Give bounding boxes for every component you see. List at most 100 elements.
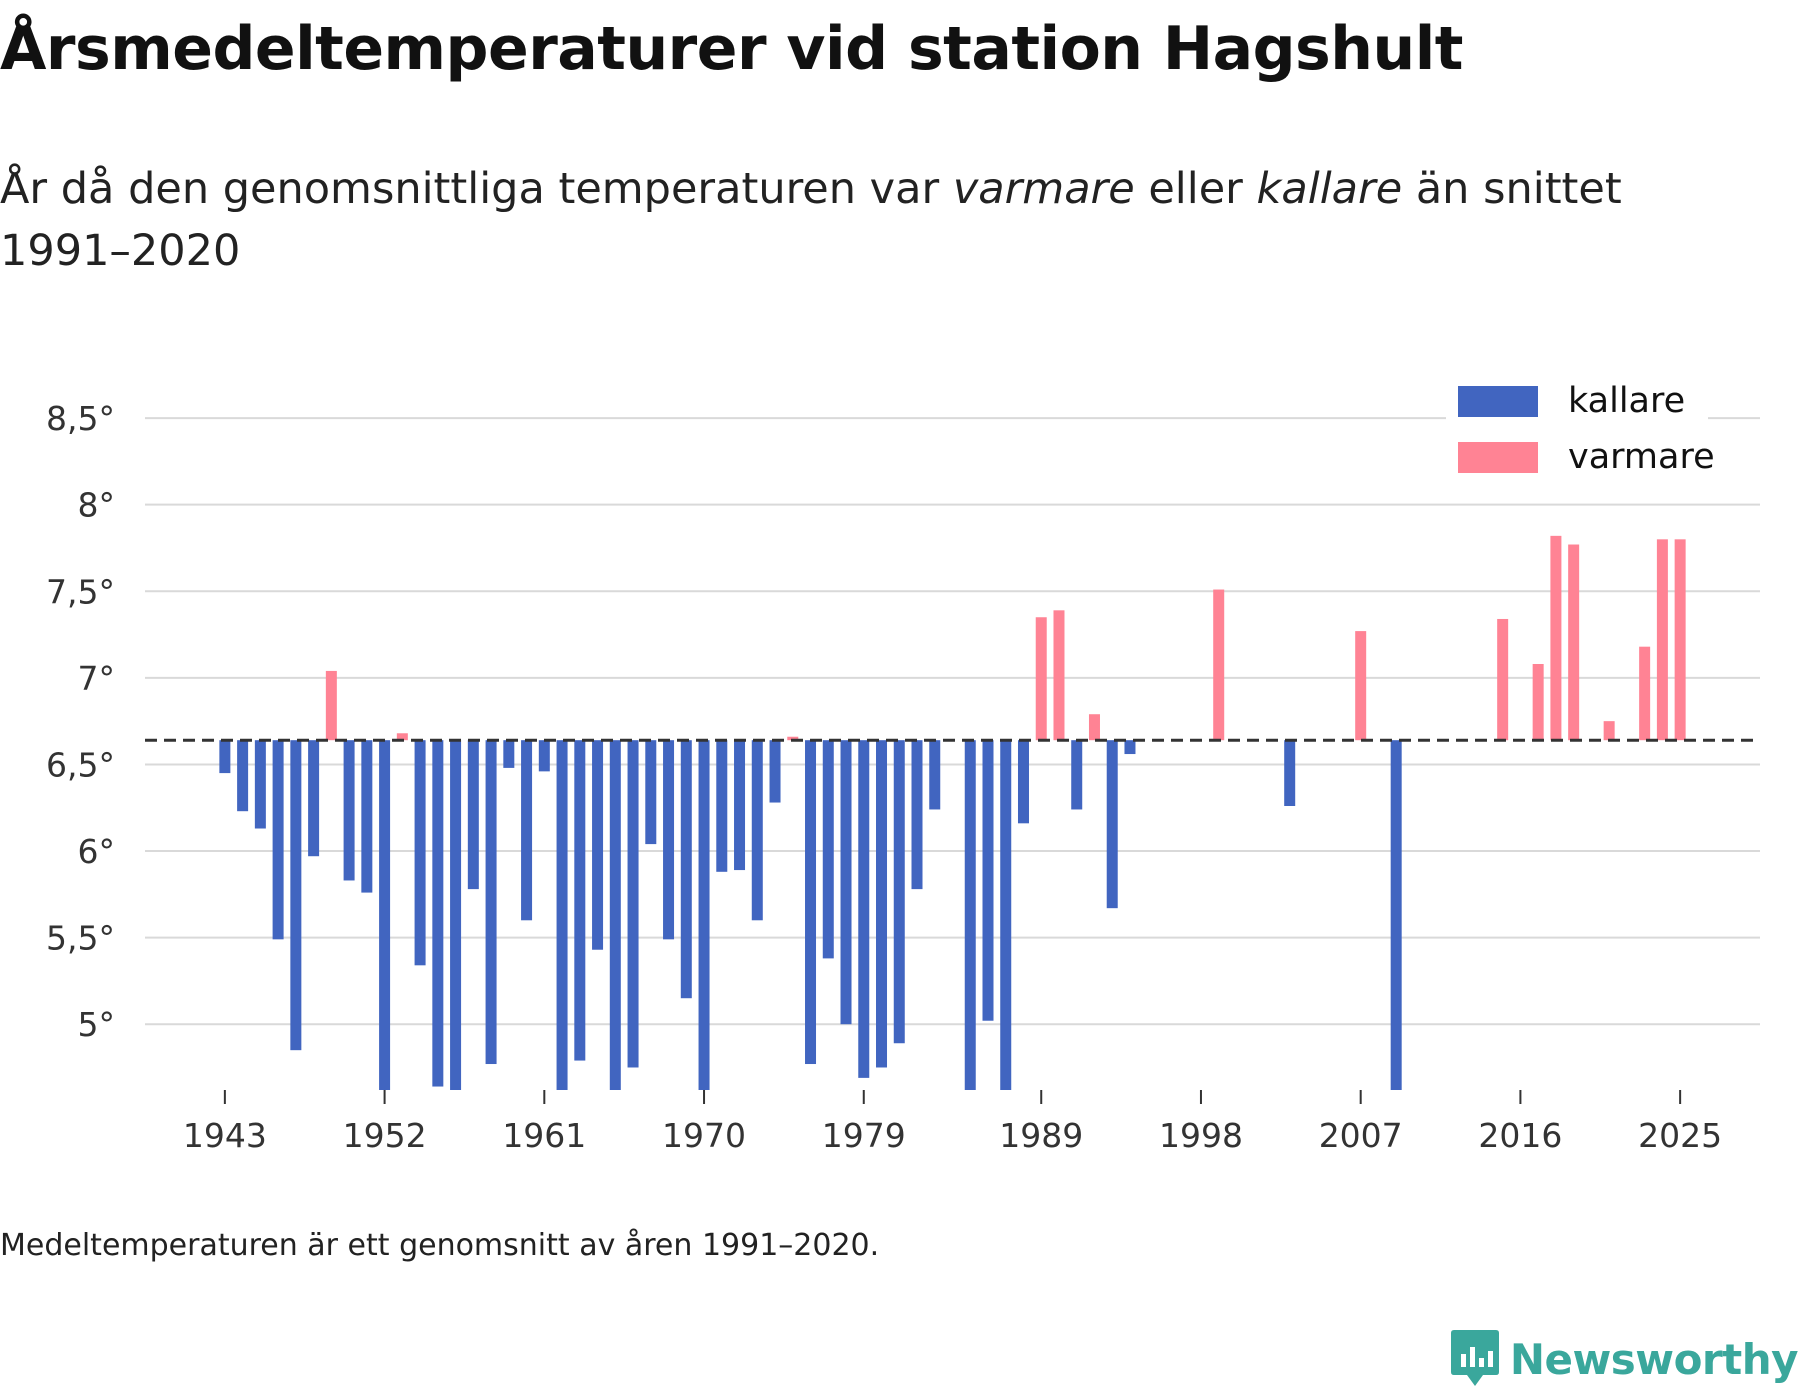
bar-1967 — [645, 740, 657, 845]
bar-1969 — [680, 740, 692, 999]
bar-1985 — [964, 740, 976, 1090]
bar-1960 — [521, 740, 533, 921]
legend-label-kallare: kallare — [1568, 381, 1685, 421]
bar-1959 — [503, 740, 515, 768]
bar-1963 — [574, 740, 586, 1061]
bar-1943 — [219, 740, 231, 774]
chart-title: Årsmedeltemperaturer vid station Hagshul… — [0, 14, 1463, 84]
legend: kallare varmare — [1446, 377, 1715, 489]
x-tick-label: 2016 — [1478, 1116, 1562, 1155]
bar-2017 — [1532, 664, 1544, 741]
bar-1986 — [982, 740, 994, 1021]
bar-1958 — [485, 740, 497, 1065]
bar-1956 — [450, 740, 462, 1090]
x-tick-label: 2025 — [1638, 1116, 1722, 1155]
bar-2021 — [1603, 721, 1615, 741]
bar-1980 — [876, 740, 888, 1068]
bar-1973 — [751, 740, 763, 921]
legend-swatch-kallare — [1458, 386, 1538, 417]
bar-2023 — [1639, 646, 1651, 741]
bar-1947 — [290, 740, 302, 1051]
bar-1999 — [1213, 589, 1225, 741]
bar-1976 — [805, 740, 817, 1065]
bar-2007 — [1355, 631, 1367, 741]
x-tick-label: 2007 — [1319, 1116, 1403, 1155]
subtitle-part-1: År då den genomsnittliga temperaturen va… — [0, 164, 953, 214]
y-tick-label: 7,5° — [46, 572, 115, 611]
bar-1972 — [734, 740, 746, 871]
bar-1946 — [272, 740, 284, 940]
bar-1994 — [1124, 740, 1136, 755]
bar-1957 — [467, 740, 479, 890]
x-tick-label: 1961 — [502, 1116, 586, 1155]
bar-1981 — [893, 740, 905, 1044]
bar-1991 — [1071, 740, 1083, 810]
bar-1971 — [716, 740, 728, 872]
y-tick-label: 5,5° — [46, 919, 115, 958]
bar-1949 — [325, 670, 337, 741]
bar-chart: 5° 5,5° 6° 6,5° 7° 7,5° 8° 8,5° 1943 1952 1961 197… — [46, 377, 1760, 1155]
y-tick-label: 8,5° — [46, 399, 115, 438]
legend-swatch-varmare — [1458, 442, 1538, 473]
bar-1952 — [379, 740, 391, 1090]
bar-2024 — [1656, 539, 1668, 741]
bar-1979 — [858, 740, 870, 1078]
bar-1992 — [1088, 714, 1100, 741]
chart-subtitle: År då den genomsnittliga temperaturen va… — [0, 158, 1660, 282]
brand-name: Newsworthy — [1509, 1334, 1799, 1384]
footnote: Medeltemperaturen är ett genomsnitt av å… — [0, 1228, 880, 1263]
bar-1988 — [1017, 740, 1029, 824]
bar-1955 — [432, 740, 444, 1087]
y-tick-label: 5° — [78, 1005, 116, 1044]
bar-1989 — [1035, 617, 1047, 741]
x-tick-label: 1989 — [999, 1116, 1083, 1155]
bar-1970 — [698, 740, 710, 1090]
bars — [219, 535, 1686, 1090]
subtitle-warm-word: varmare — [952, 164, 1135, 214]
bar-1993 — [1106, 740, 1118, 909]
bar-2015 — [1497, 618, 1509, 741]
bar-1978 — [840, 740, 852, 1025]
bar-1987 — [1000, 740, 1012, 1090]
y-tick-label: 6,5° — [46, 745, 115, 784]
x-tick-label: 1952 — [343, 1116, 427, 1155]
y-tick-label: 6° — [78, 832, 116, 871]
bar-1966 — [627, 740, 639, 1068]
brand-logo[interactable]: Newsworthy — [1450, 1322, 1799, 1396]
bar-1951 — [361, 740, 373, 893]
bar-1974 — [769, 740, 781, 803]
bar-1975 — [787, 736, 799, 741]
bar-1944 — [237, 740, 249, 812]
y-tick-label: 8° — [78, 486, 116, 525]
bar-2025 — [1674, 539, 1686, 741]
bar-1954 — [414, 740, 426, 966]
legend-label-varmare: varmare — [1568, 437, 1715, 477]
bar-2003 — [1284, 740, 1296, 806]
subtitle-part-2: eller — [1134, 164, 1257, 214]
bar-1983 — [929, 740, 941, 810]
x-tick-label: 1970 — [662, 1116, 746, 1155]
bar-1977 — [822, 740, 834, 959]
y-axis: 5° 5,5° 6° 6,5° 7° 7,5° 8° 8,5° — [46, 399, 115, 1044]
subtitle-part-3: än snittet 1991–2020 — [0, 164, 1622, 276]
bar-1948 — [308, 740, 320, 857]
bar-2019 — [1568, 544, 1580, 741]
bar-1982 — [911, 740, 923, 890]
x-tick-label: 1943 — [183, 1116, 267, 1155]
bar-1968 — [663, 740, 675, 940]
newsworthy-logo-icon — [1450, 1330, 1499, 1386]
bar-2018 — [1550, 535, 1562, 741]
y-tick-label: 7° — [78, 659, 116, 698]
bar-2009 — [1390, 740, 1402, 1090]
x-tick-label: 1998 — [1159, 1116, 1243, 1155]
subtitle-cold-word: kallare — [1256, 164, 1403, 214]
bar-1961 — [538, 740, 550, 772]
bar-1990 — [1053, 610, 1065, 741]
bar-1950 — [343, 740, 355, 881]
bar-1964 — [592, 740, 604, 950]
bar-1945 — [254, 740, 266, 829]
bar-1965 — [609, 740, 621, 1090]
bar-1953 — [396, 733, 408, 741]
x-axis: 1943 1952 1961 1970 1979 1989 1998 2007 2016 2025 — [183, 1090, 1722, 1155]
x-tick-label: 1979 — [822, 1116, 906, 1155]
